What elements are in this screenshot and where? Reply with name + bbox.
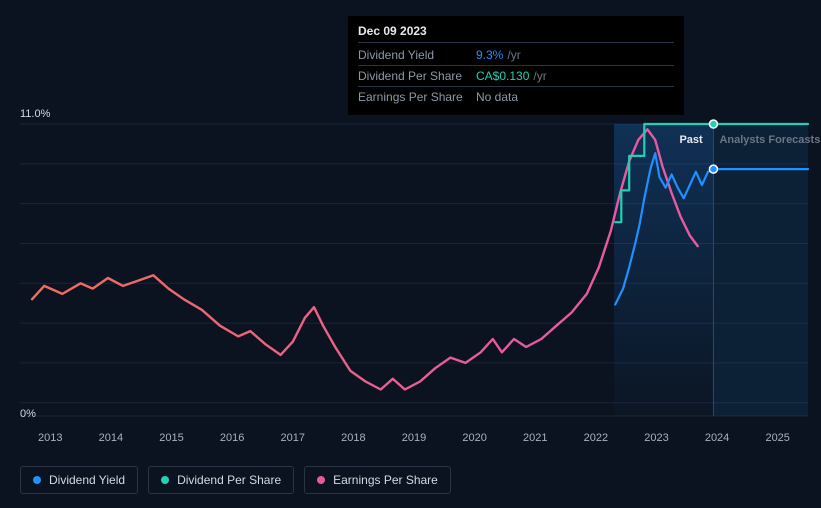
legend-label: Dividend Yield bbox=[49, 473, 125, 487]
y-axis-min-label: 0% bbox=[20, 408, 36, 420]
x-tick-label: 2022 bbox=[584, 432, 608, 444]
x-tick-label: 2018 bbox=[341, 432, 365, 444]
x-tick-label: 2019 bbox=[402, 432, 426, 444]
legend-item[interactable]: Dividend Per Share bbox=[148, 466, 294, 494]
x-tick-label: 2016 bbox=[220, 432, 244, 444]
region-past-label: Past bbox=[679, 134, 702, 146]
tooltip-row: Earnings Per ShareNo data bbox=[358, 87, 674, 107]
legend-item[interactable]: Dividend Yield bbox=[20, 466, 138, 494]
legend-label: Earnings Per Share bbox=[333, 473, 438, 487]
tooltip-row-label: Dividend Yield bbox=[358, 48, 476, 62]
x-tick-label: 2014 bbox=[99, 432, 123, 444]
legend-dot-icon bbox=[317, 476, 325, 484]
tooltip-row: Dividend Per ShareCA$0.130/yr bbox=[358, 66, 674, 87]
legend-dot-icon bbox=[161, 476, 169, 484]
x-tick-label: 2025 bbox=[765, 432, 789, 444]
tooltip-row-value: No data bbox=[476, 90, 518, 104]
tooltip-row-label: Earnings Per Share bbox=[358, 90, 476, 104]
chart-tooltip: Dec 09 2023 Dividend Yield9.3%/yrDividen… bbox=[348, 16, 684, 115]
legend-label: Dividend Per Share bbox=[177, 473, 281, 487]
x-tick-label: 2023 bbox=[644, 432, 668, 444]
tooltip-row-label: Dividend Per Share bbox=[358, 69, 476, 83]
dividend-chart: { "chart": { "type": "line", "background… bbox=[0, 0, 821, 508]
x-tick-label: 2015 bbox=[159, 432, 183, 444]
tooltip-row: Dividend Yield9.3% /yr bbox=[358, 45, 674, 66]
legend-dot-icon bbox=[33, 476, 41, 484]
x-tick-label: 2013 bbox=[38, 432, 62, 444]
chart-legend: Dividend Yield Dividend Per Share Earnings… bbox=[20, 466, 451, 494]
tooltip-row-suffix: /yr bbox=[533, 69, 546, 83]
x-tick-label: 2024 bbox=[705, 432, 729, 444]
x-tick-label: 2020 bbox=[462, 432, 486, 444]
x-tick-label: 2021 bbox=[523, 432, 547, 444]
tooltip-date: Dec 09 2023 bbox=[358, 24, 674, 43]
y-axis-max-label: 11.0% bbox=[20, 108, 50, 120]
tooltip-row-suffix: /yr bbox=[507, 48, 520, 62]
tooltip-row-value: CA$0.130 bbox=[476, 69, 529, 83]
x-tick-label: 2017 bbox=[281, 432, 305, 444]
region-forecast-label: Analysts Forecasts bbox=[719, 134, 820, 146]
tooltip-row-value: 9.3% bbox=[476, 48, 503, 62]
legend-item[interactable]: Earnings Per Share bbox=[304, 466, 451, 494]
